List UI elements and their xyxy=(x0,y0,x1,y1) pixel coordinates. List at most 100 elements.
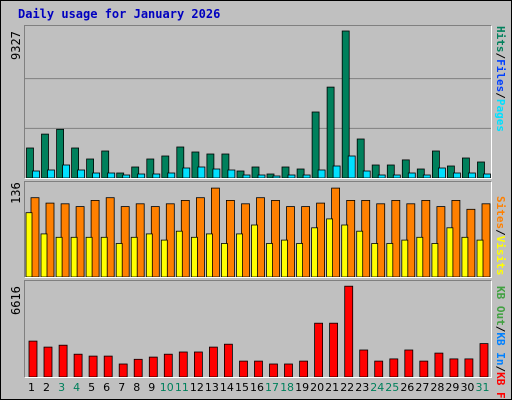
pages-bar xyxy=(317,169,326,178)
visits-bar xyxy=(326,218,334,277)
pages-bar xyxy=(332,165,341,178)
hits-bar xyxy=(326,86,335,178)
visits-bar xyxy=(40,233,48,277)
visits-legend: Sites/Visits xyxy=(494,196,507,276)
pages-bar xyxy=(347,155,356,178)
x-tick-label: 17 xyxy=(265,381,280,394)
x-tick-label: 31 xyxy=(475,381,490,394)
kbytes-ymax-label: 6616 xyxy=(9,286,23,315)
visits-bar xyxy=(25,212,33,277)
pages-bar xyxy=(167,172,176,178)
visits-bar xyxy=(281,239,288,277)
kbytes-bar xyxy=(359,349,369,377)
pages-bar xyxy=(302,174,311,178)
x-tick-label: 5 xyxy=(88,381,96,394)
hits-bar xyxy=(296,168,305,178)
hits-bar xyxy=(461,157,470,178)
visits-bar xyxy=(446,227,454,277)
kbytes-bar xyxy=(449,358,459,377)
x-tick-label: 10 xyxy=(159,381,174,394)
kbytes-plot xyxy=(28,285,489,377)
visits-bar xyxy=(251,224,258,277)
pages-bar xyxy=(92,172,100,178)
hits-bar xyxy=(101,150,110,178)
kbytes-bar xyxy=(118,363,128,377)
kbytes-bar xyxy=(269,363,278,377)
hits-legend: Hits/Files/Pages xyxy=(494,26,507,132)
kbytes-bar xyxy=(103,355,113,377)
x-tick-label: 1 xyxy=(28,381,36,394)
hits-bar xyxy=(56,128,65,178)
visits-plot xyxy=(25,187,491,277)
kbytes-bar xyxy=(299,360,309,377)
kbytes-bar xyxy=(193,351,203,377)
pages-bar xyxy=(467,172,476,178)
x-tick-label: 25 xyxy=(385,381,400,394)
kbytes-bar xyxy=(58,344,68,377)
x-tick-label: 16 xyxy=(250,381,264,394)
kbytes-bar xyxy=(239,360,248,377)
hits-bar xyxy=(41,133,49,178)
visits-bar xyxy=(266,243,273,277)
visits-bar xyxy=(115,243,123,277)
x-tick-label: 6 xyxy=(103,381,111,394)
visits-bar xyxy=(311,227,319,277)
legend-separator: / xyxy=(494,92,507,99)
pages-bar xyxy=(257,174,266,178)
x-tick-label: 26 xyxy=(400,381,415,394)
kbytes-bar xyxy=(344,285,354,377)
x-tick-label: 13 xyxy=(204,381,219,394)
visits-panel xyxy=(24,181,492,278)
hits-bar xyxy=(341,30,350,178)
kbytes-bar xyxy=(28,340,38,377)
kbytes-bar xyxy=(284,363,293,377)
hits-bar xyxy=(86,158,94,178)
visits-bar xyxy=(416,236,424,277)
pages-bar xyxy=(182,167,191,178)
x-tick-label: 9 xyxy=(148,381,156,394)
x-tick-label: 14 xyxy=(219,381,234,394)
legend-entry: Sites xyxy=(494,196,507,230)
pages-bar xyxy=(122,174,131,178)
pages-bar xyxy=(437,167,446,178)
kbytes-bar xyxy=(404,349,414,377)
kbytes-bar xyxy=(479,343,489,377)
legend-entry: Visits xyxy=(494,235,507,276)
visits-bar xyxy=(371,243,379,277)
kbytes-bar xyxy=(223,343,233,377)
hits-bar xyxy=(191,151,200,178)
sites-bar xyxy=(436,206,446,277)
hits-panel xyxy=(24,25,492,179)
kbytes-bar xyxy=(43,346,53,377)
x-tick-label: 30 xyxy=(460,381,475,394)
x-tick-label: 8 xyxy=(133,381,141,394)
hits-bar xyxy=(131,166,140,178)
kbytes-bar xyxy=(464,358,474,377)
hits-bar xyxy=(71,147,79,178)
visits-bar xyxy=(236,233,243,277)
kbytes-bar xyxy=(389,358,399,377)
x-tick-label: 19 xyxy=(295,381,310,394)
kbytes-bar xyxy=(148,356,158,377)
pages-bar xyxy=(137,173,146,178)
kbytes-bar xyxy=(208,346,218,377)
x-tick-label: 21 xyxy=(325,381,340,394)
legend-entry: KB Out xyxy=(494,286,507,326)
pages-bar xyxy=(483,173,491,178)
x-tick-label: 22 xyxy=(340,381,355,394)
pages-bar xyxy=(107,172,116,178)
kbytes-bar xyxy=(73,353,83,377)
visits-bar xyxy=(85,236,93,277)
visits-bar xyxy=(145,233,153,277)
hits-bar xyxy=(477,161,485,178)
visits-bar xyxy=(356,230,364,277)
x-tick-label: 12 xyxy=(189,381,204,394)
sites-bar xyxy=(210,187,220,277)
x-tick-label: 24 xyxy=(370,381,385,394)
visits-bar xyxy=(476,239,484,277)
pages-bar xyxy=(422,174,431,178)
sites-bar xyxy=(120,206,130,277)
kbytes-bar xyxy=(434,352,444,377)
x-tick-label: 11 xyxy=(174,381,189,394)
pages-bar xyxy=(212,168,221,178)
